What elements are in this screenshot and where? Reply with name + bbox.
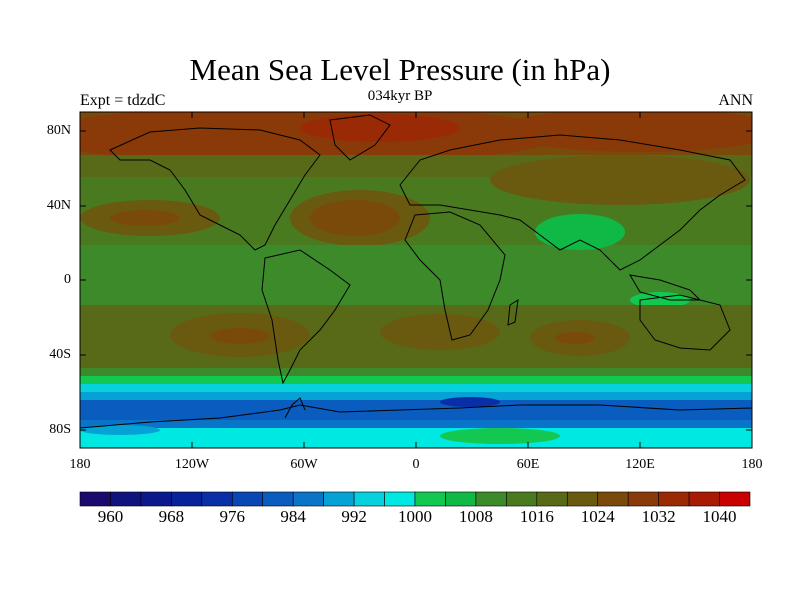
colorbar-swatch: [506, 491, 538, 507]
colorbar-label: 1000: [398, 507, 432, 526]
lon-label-60e: 60E: [516, 457, 540, 472]
lon-label-180e: 180: [741, 457, 763, 472]
colorbar-label: 1016: [519, 507, 554, 526]
colorbar-swatch: [566, 491, 599, 507]
colorbar: [79, 491, 751, 507]
colorbar-swatch: [201, 491, 233, 507]
chart-subtitle: 034kyr BP: [367, 88, 433, 104]
lon-label-60w: 60W: [290, 457, 318, 472]
colorbar-swatch: [292, 491, 324, 507]
season-label: ANN: [718, 92, 753, 109]
colorbar-label: 976: [219, 507, 246, 526]
colorbar-swatch: [688, 491, 720, 507]
pressure-field: [80, 112, 752, 448]
colorbar-swatch: [597, 491, 629, 507]
colorbar-swatch: [414, 491, 446, 507]
colorbar-label: 1024: [580, 507, 615, 526]
lat-label-80s: 80S: [49, 422, 71, 437]
colorbar-swatch: [171, 491, 203, 507]
colorbar-label: 960: [97, 507, 124, 526]
colorbar-swatch: [627, 491, 659, 507]
colorbar-label: 1040: [702, 507, 737, 526]
colorbar-swatch: [719, 491, 751, 507]
colorbar-label: 984: [280, 507, 306, 526]
experiment-label: Expt = tdzdC: [80, 92, 166, 109]
colorbar-swatch: [475, 491, 507, 507]
lat-label-80n: 80N: [46, 123, 71, 138]
lon-label-120w: 120W: [174, 457, 210, 472]
colorbar-label: 968: [158, 507, 185, 526]
lon-label-180w: 180: [69, 457, 91, 472]
colorbar-label: 1032: [641, 507, 676, 526]
colorbar-swatch: [445, 491, 477, 507]
colorbar-swatch: [140, 491, 172, 507]
axis-ticks: [80, 112, 752, 448]
lat-label-0: 0: [64, 272, 71, 287]
colorbar-swatch: [384, 491, 416, 507]
colorbar-swatch: [262, 491, 294, 507]
colorbar-label: 992: [341, 507, 367, 526]
coastlines: [80, 114, 752, 429]
colorbar-swatch: [658, 491, 690, 507]
lat-label-40s: 40S: [49, 347, 71, 362]
colorbar-swatch: [353, 491, 385, 507]
chart-title: Mean Sea Level Pressure (in hPa): [189, 52, 611, 87]
colorbar-label: 1008: [458, 507, 493, 526]
colorbar-swatch: [323, 491, 355, 507]
colorbar-swatch: [231, 491, 264, 507]
lat-label-40n: 40N: [46, 198, 71, 213]
lon-label-120e: 120E: [625, 457, 655, 472]
colorbar-swatch: [110, 491, 142, 507]
lon-label-0: 0: [412, 457, 420, 472]
colorbar-swatch: [536, 491, 568, 507]
colorbar-swatch: [79, 491, 111, 507]
